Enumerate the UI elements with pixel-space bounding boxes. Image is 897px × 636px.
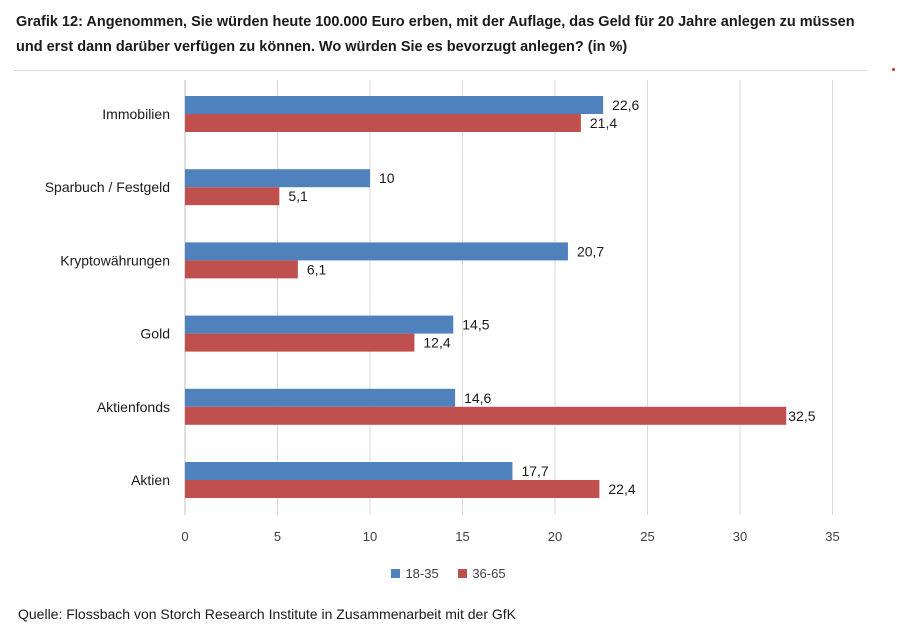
bar-chart: 0 5 10 15 20 25 30 35 Immobilien 22,6 21,4 Sparbuch…: [45, 80, 840, 544]
source-note: Quelle: Flossbach von Storch Research In…: [18, 606, 516, 622]
category-label-4: Aktienfonds: [97, 399, 170, 415]
x-tick-label-30: 30: [733, 529, 747, 544]
legend-item-36-65: 36-65: [458, 566, 506, 581]
legend-label-18-35: 18-35: [405, 566, 439, 581]
data-label-18-35-5: 17,7: [521, 463, 548, 479]
bar-18-35-0: [185, 96, 604, 114]
data-label-18-35-2: 20,7: [577, 243, 604, 259]
data-label-36-65-0: 21,4: [590, 115, 617, 131]
legend-swatch-18-35: [391, 569, 401, 578]
legend: 18-35 36-65: [0, 566, 897, 581]
bar-18-35-3: [185, 315, 454, 334]
data-label-36-65-5: 22,4: [608, 481, 635, 497]
bar-18-35-2: [185, 242, 568, 261]
data-label-36-65-4: 32,5: [788, 408, 815, 424]
x-tick-label-0: 0: [181, 529, 188, 544]
data-label-18-35-3: 14,5: [462, 317, 489, 333]
category-label-3: Gold: [140, 326, 170, 342]
bar-36-65-0: [185, 114, 581, 132]
category-label-5: Aktien: [131, 472, 170, 488]
data-label-36-65-3: 12,4: [423, 335, 450, 351]
data-label-36-65-1: 5,1: [288, 188, 308, 204]
data-label-18-35-1: 10: [379, 170, 395, 186]
x-tick-label-15: 15: [455, 529, 469, 544]
legend-label-36-65: 36-65: [472, 566, 506, 581]
category-label-0: Immobilien: [102, 106, 170, 122]
bar-36-65-2: [185, 260, 298, 279]
bar-36-65-3: [185, 333, 415, 352]
bar-36-65-5: [185, 480, 600, 498]
data-label-36-65-2: 6,1: [307, 261, 327, 277]
x-tick-label-25: 25: [640, 529, 654, 544]
data-label-18-35-4: 14,6: [464, 390, 491, 406]
bar-18-35-5: [185, 462, 513, 480]
category-label-1: Sparbuch / Festgeld: [45, 179, 170, 195]
bar-36-65-4: [185, 406, 787, 425]
x-tick-label-5: 5: [274, 529, 281, 544]
legend-swatch-36-65: [458, 569, 468, 578]
bar-18-35-4: [185, 388, 456, 407]
marker-dot: [892, 68, 895, 71]
x-tick-label-35: 35: [825, 529, 839, 544]
chart-title: Grafik 12: Angenommen, Sie würden heute …: [16, 14, 855, 55]
title-divider: [14, 70, 867, 71]
data-label-18-35-0: 22,6: [612, 97, 639, 113]
bar-36-65-1: [185, 187, 280, 206]
x-tick-label-20: 20: [548, 529, 562, 544]
legend-item-18-35: 18-35: [391, 566, 439, 581]
category-label-2: Kryptowährungen: [60, 252, 170, 268]
bar-18-35-1: [185, 169, 370, 188]
x-tick-label-10: 10: [363, 529, 377, 544]
